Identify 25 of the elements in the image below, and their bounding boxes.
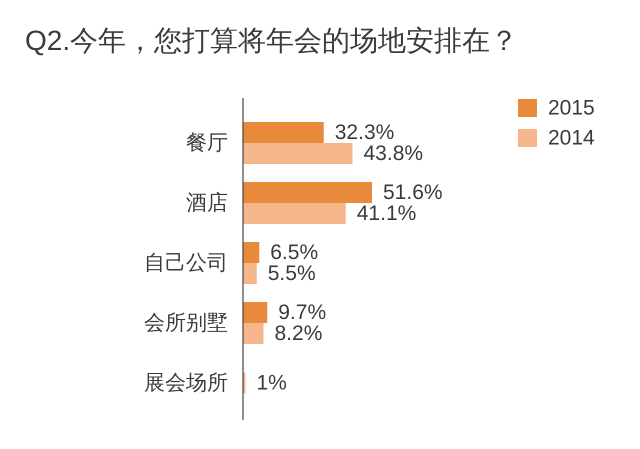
data-label: 32.3% [334, 121, 394, 144]
y-tick-label: 酒店 [186, 192, 228, 214]
y-tick-label: 餐厅 [186, 132, 228, 154]
data-label: 9.7% [278, 301, 326, 324]
legend-label: 2015 [548, 96, 595, 120]
data-label: 41.1% [356, 202, 416, 225]
y-tick-label: 自己公司 [144, 252, 228, 274]
data-label: 5.5% [268, 262, 316, 285]
y-tick-label: 会所别墅 [144, 312, 228, 334]
data-label: 51.6% [383, 181, 443, 204]
legend-label: 2014 [548, 126, 596, 150]
data-label: 1% [256, 372, 287, 394]
bar [243, 122, 324, 143]
chart-title: Q2.今年，您打算将年会的场地安排在？ [25, 25, 518, 56]
bar [243, 203, 346, 224]
data-label: 6.5% [270, 241, 318, 264]
data-label: 43.8% [364, 142, 424, 165]
y-tick-label: 展会场所 [144, 372, 228, 394]
bar [243, 242, 260, 263]
bar [243, 323, 264, 344]
bar [243, 302, 268, 323]
bar [243, 182, 372, 203]
bar [243, 263, 257, 284]
bar [243, 143, 352, 164]
data-label: 8.2% [274, 322, 322, 345]
